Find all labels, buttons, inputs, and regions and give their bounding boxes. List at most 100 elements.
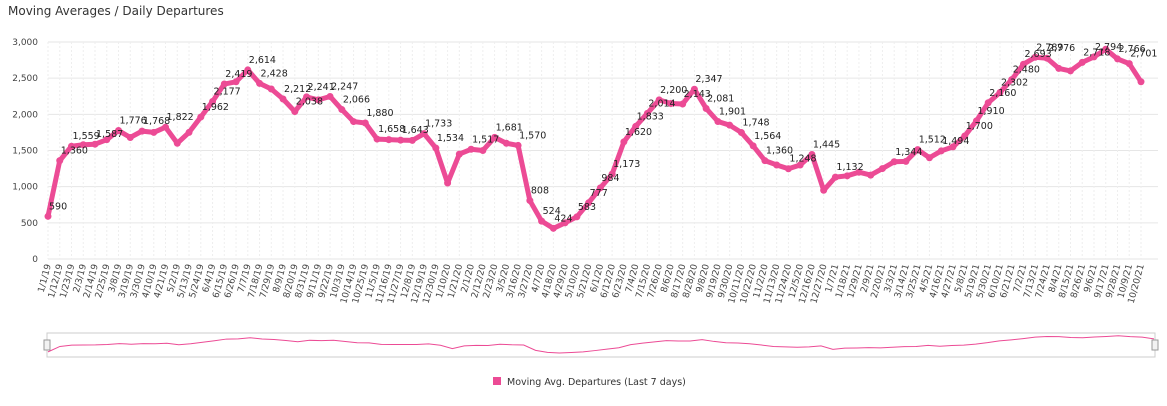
point <box>385 136 393 144</box>
point <box>1113 55 1121 63</box>
point <box>56 157 64 165</box>
point <box>279 95 287 103</box>
y-tick-label: 3,000 <box>12 38 38 48</box>
point <box>444 179 452 187</box>
point <box>1137 78 1145 86</box>
data-label: 1,733 <box>425 119 452 130</box>
data-label: 1,822 <box>167 112 194 123</box>
point <box>150 128 158 136</box>
navigator-handle[interactable] <box>1151 339 1159 351</box>
data-label: 1,360 <box>766 146 793 157</box>
point <box>209 98 217 106</box>
y-tick-label: 1,500 <box>12 147 38 157</box>
data-label: 2,143 <box>684 89 711 100</box>
data-label: 524 <box>543 206 561 217</box>
data-label: 2,241 <box>308 82 335 93</box>
point <box>878 165 886 173</box>
point <box>291 108 299 116</box>
point <box>173 139 181 147</box>
data-label: 1,512 <box>919 135 946 146</box>
data-label: 1,534 <box>437 133 464 144</box>
point <box>220 80 228 88</box>
data-label: 1,620 <box>625 127 652 138</box>
data-label: 1,901 <box>719 106 746 117</box>
point <box>1043 54 1051 62</box>
point <box>961 132 969 140</box>
point <box>432 144 440 152</box>
point <box>244 66 252 74</box>
data-label: 590 <box>49 201 67 212</box>
data-label: 2,347 <box>695 74 722 85</box>
point <box>467 145 475 153</box>
data-label: 1,570 <box>519 130 546 141</box>
data-label: 2,247 <box>331 81 358 92</box>
point <box>890 158 898 166</box>
data-label: 2,419 <box>225 69 252 80</box>
point <box>867 171 875 179</box>
point <box>549 224 557 232</box>
point <box>138 127 146 135</box>
point <box>902 157 910 165</box>
point <box>126 133 134 141</box>
point <box>737 129 745 137</box>
point <box>350 118 358 126</box>
data-label: 2,614 <box>249 55 276 66</box>
point <box>115 127 123 135</box>
point <box>690 85 698 93</box>
data-label: 1,962 <box>202 102 229 113</box>
point <box>972 117 980 125</box>
data-label: 2,177 <box>214 87 241 98</box>
point <box>808 150 816 158</box>
point <box>632 122 640 130</box>
point <box>643 109 651 117</box>
data-label: 1,445 <box>813 139 840 150</box>
point <box>91 140 99 148</box>
data-label: 2,693 <box>1024 49 1051 60</box>
point <box>620 138 628 146</box>
y-tick-label: 2,500 <box>12 74 38 84</box>
data-label: 777 <box>590 188 608 199</box>
data-label: 2,212 <box>284 84 311 95</box>
point <box>773 161 781 169</box>
navigator[interactable] <box>46 332 1156 358</box>
data-label: 1,564 <box>754 131 781 142</box>
data-label: 808 <box>531 186 549 197</box>
data-label: 1,910 <box>977 106 1004 117</box>
point <box>596 184 604 192</box>
point <box>502 139 510 147</box>
data-label: 1,700 <box>966 121 993 132</box>
data-label: 1,360 <box>61 146 88 157</box>
data-label: 1,132 <box>836 162 863 173</box>
point <box>397 136 405 144</box>
point <box>79 141 87 149</box>
data-label: 1,681 <box>496 122 523 133</box>
point <box>608 170 616 178</box>
point <box>1078 58 1086 66</box>
data-label: 2,428 <box>261 68 288 79</box>
data-label: 2,718 <box>1083 47 1110 58</box>
data-label: 2,066 <box>343 95 370 106</box>
data-label: 2,480 <box>1013 65 1040 76</box>
point <box>820 186 828 194</box>
point <box>361 119 369 127</box>
data-label: 1,776 <box>120 116 147 127</box>
data-label: 1,643 <box>402 125 429 136</box>
legend-label: Moving Avg. Departures (Last 7 days) <box>507 377 686 388</box>
data-label: 1,748 <box>742 118 769 129</box>
point <box>925 154 933 162</box>
point <box>526 197 534 205</box>
point <box>314 96 322 104</box>
point <box>843 172 851 180</box>
point <box>162 123 170 131</box>
point <box>796 161 804 169</box>
legend-swatch <box>493 377 501 385</box>
point <box>1055 64 1063 72</box>
navigator-handle[interactable] <box>43 339 51 351</box>
point <box>726 121 734 129</box>
point <box>1102 45 1110 53</box>
data-label: 1,559 <box>73 131 100 142</box>
data-label: 2,038 <box>296 97 323 108</box>
point <box>855 168 863 176</box>
point <box>1019 60 1027 68</box>
point <box>984 99 992 107</box>
